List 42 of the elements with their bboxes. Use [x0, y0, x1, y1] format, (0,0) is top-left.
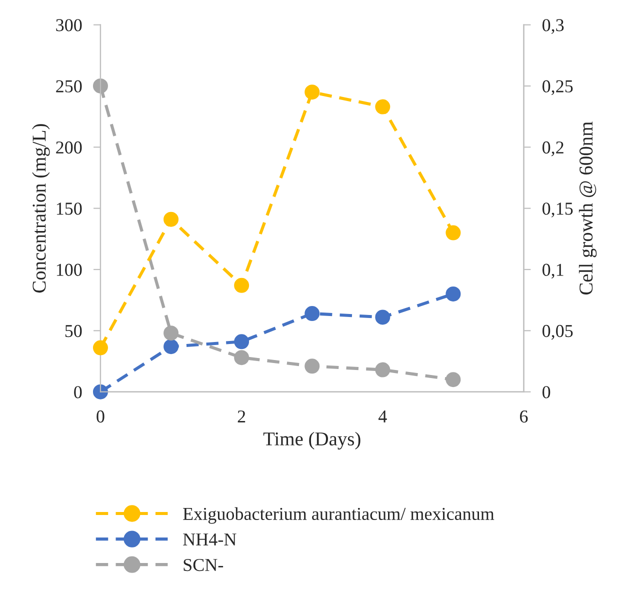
point [164, 326, 179, 341]
x-axis-title: Time (Days) [263, 432, 360, 450]
y2-tick-label: 0,2 [542, 141, 564, 156]
y2-tick-label: 0,3 [542, 19, 564, 34]
legend-label: Exiguobacterium aurantiacum/ mexicanum [183, 507, 494, 524]
legend-label: SCN- [184, 558, 224, 572]
point [234, 278, 250, 293]
y-tick-label: 50 [65, 324, 82, 338]
x-tick-label: 4 [378, 410, 387, 422]
point [304, 84, 320, 100]
x-tick-label: 0 [96, 410, 104, 423]
point [164, 339, 179, 354]
x-tick-label: 2 [238, 410, 246, 422]
y-tick-label: 200 [56, 141, 82, 154]
y2-tick-label: 0,25 [542, 80, 573, 96]
point [234, 334, 250, 350]
point [92, 340, 108, 356]
legend-label: NH4-N [183, 534, 236, 546]
y2-tick-label: 0 [542, 386, 550, 398]
point [375, 310, 390, 325]
x-tick-label: 6 [520, 410, 528, 423]
y-tick-label: 100 [56, 264, 82, 276]
point [304, 306, 320, 322]
y-axis-title: Concentration (mg/L) [32, 124, 50, 293]
y2-tick-label: 0,15 [542, 202, 573, 218]
y-tick-label: 150 [56, 202, 82, 215]
point [446, 286, 461, 302]
point [234, 350, 250, 366]
point [375, 362, 390, 378]
point [92, 78, 108, 94]
y-tick-label: 300 [56, 19, 82, 32]
y2-tick-label: 0,1 [542, 264, 564, 279]
point [164, 212, 179, 227]
point [304, 358, 320, 374]
point [446, 372, 461, 388]
y2-axis-title: Cell growth @ 600nm [578, 122, 597, 295]
point [446, 225, 461, 240]
y-tick-label: 250 [56, 80, 82, 92]
y2-tick-label: 0,05 [542, 324, 573, 340]
point [375, 99, 390, 114]
y-tick-label: 0 [74, 386, 82, 398]
point [92, 384, 108, 400]
